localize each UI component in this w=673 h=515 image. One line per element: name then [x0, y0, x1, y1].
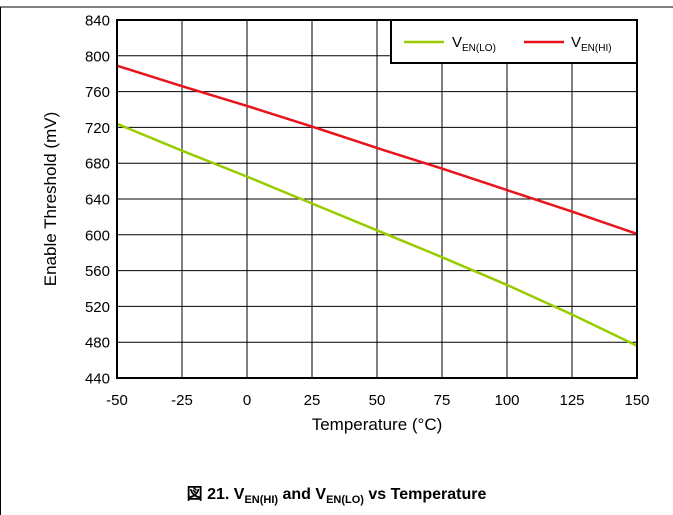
y-axis-label: Enable Threshold (mV) — [41, 112, 60, 287]
y-tick-label: 520 — [85, 299, 110, 316]
x-tick-label: 50 — [369, 392, 386, 409]
y-tick-label: 480 — [85, 335, 110, 352]
series-line-enhi — [116, 64, 638, 236]
caption-suffix: vs Temperature — [363, 486, 487, 503]
y-tick-label: 760 — [85, 84, 110, 101]
x-tick-labels: -50 -25 0 25 50 75 100 125 150 — [106, 392, 649, 409]
x-tick-label: 0 — [243, 392, 251, 409]
x-tick-label: -50 — [106, 392, 128, 409]
grid-lines — [116, 19, 638, 379]
figure-caption: 図 21. VEN(HI) and VEN(LO) vs Temperature — [0, 480, 673, 506]
y-tick-label: 560 — [85, 263, 110, 280]
y-tick-label: 600 — [85, 227, 110, 244]
y-tick-label: 440 — [85, 371, 110, 388]
y-tick-label: 840 — [85, 13, 110, 30]
y-tick-label: 800 — [85, 48, 110, 65]
y-tick-label: 680 — [85, 156, 110, 173]
legend-label-lo: VEN(LO) — [452, 34, 496, 54]
y-tick-label: 720 — [85, 120, 110, 137]
y-tick-label: 640 — [85, 192, 110, 209]
caption-mid: and V — [278, 486, 327, 503]
caption-sub-lo: EN(LO) — [326, 494, 364, 507]
caption-sub-hi: EN(HI) — [244, 494, 279, 507]
x-tick-label: 125 — [559, 392, 584, 409]
y-tick-labels: 440 480 520 560 600 640 680 720 760 800 840 — [85, 13, 110, 388]
series-line-enlo — [116, 122, 638, 347]
legend-label-hi: VEN(HI) — [571, 34, 612, 54]
x-tick-label: -25 — [171, 392, 193, 409]
x-tick-label: 25 — [304, 392, 321, 409]
x-tick-label: 150 — [624, 392, 649, 409]
x-tick-label: 75 — [434, 392, 451, 409]
legend: VEN(LO) VEN(HI) — [390, 19, 638, 64]
caption-prefix: 図 21. V — [186, 486, 245, 503]
x-axis-label: Temperature (°C) — [312, 415, 443, 434]
x-tick-label: 100 — [494, 392, 519, 409]
series-layer — [116, 64, 638, 347]
plot-area-border — [116, 19, 638, 379]
